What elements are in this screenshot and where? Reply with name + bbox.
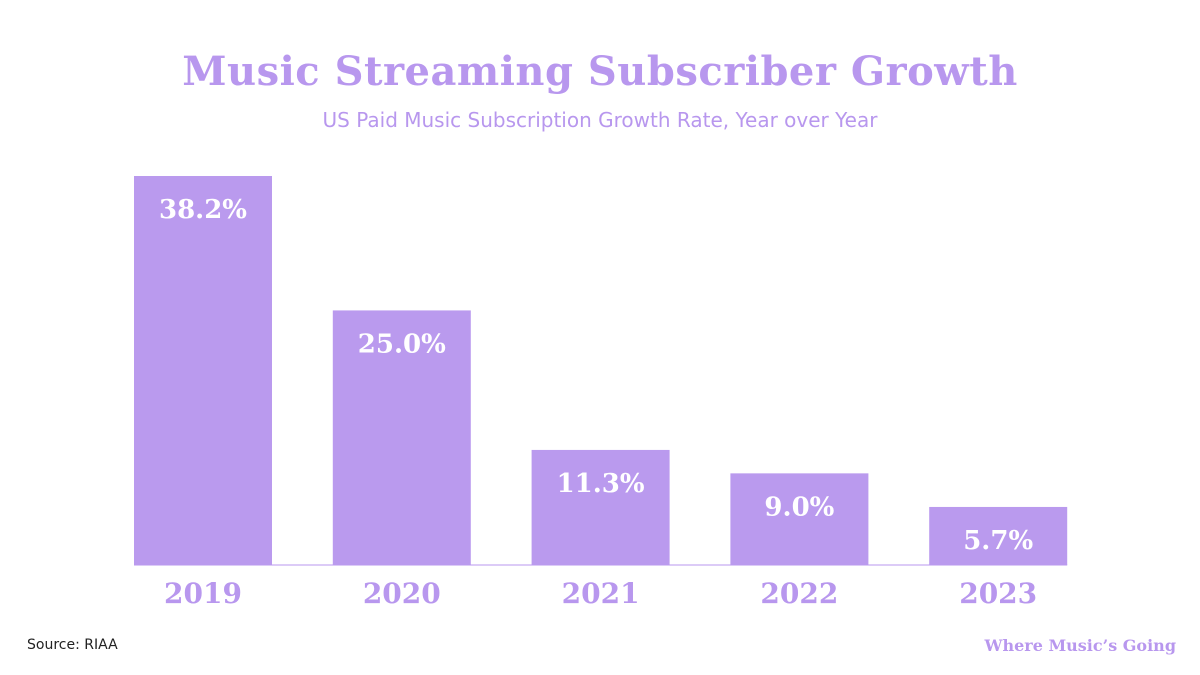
chart-title: Music Streaming Subscriber Growth	[182, 48, 1018, 95]
bar-2022	[730, 473, 869, 565]
x-tick-label-2020: 2020	[363, 577, 441, 610]
brand-label: Where Music’s Going	[984, 636, 1176, 655]
data-label-2022: 9.0%	[764, 492, 834, 522]
data-label-2020: 25.0%	[358, 329, 446, 359]
bar-2021	[531, 449, 670, 565]
bar-2023	[929, 506, 1068, 565]
bars-group: 38.2% 2019 25.0% 2020 11.3% 2021 9.0% 2022 5.7% 2…	[134, 176, 1068, 610]
source-note: Source: RIAA	[27, 637, 118, 653]
data-label-2021: 11.3%	[557, 469, 645, 499]
chart-subtitle: US Paid Music Subscription Growth Rate, …	[322, 108, 878, 132]
x-tick-label-2023: 2023	[959, 577, 1037, 610]
x-tick-label-2019: 2019	[164, 577, 242, 610]
bar-2019	[134, 176, 272, 565]
bar-2020	[332, 310, 471, 565]
data-label-2019: 38.2%	[159, 195, 247, 225]
x-tick-label-2021: 2021	[562, 577, 640, 610]
data-label-2023: 5.7%	[963, 526, 1033, 556]
x-tick-label-2022: 2022	[760, 577, 838, 610]
